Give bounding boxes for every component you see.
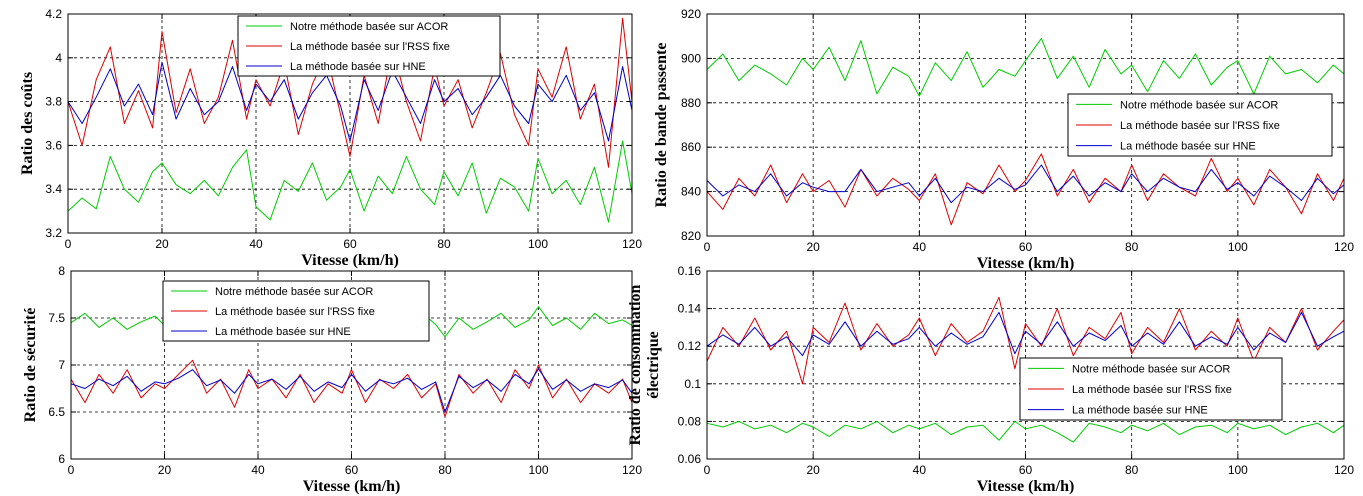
series-line-2 [67,17,633,168]
chart-panel-1: 0 20 40 60 80 100 120 3.2 3.4 3.6 3.8 4 4.2 Vitesse (… [19,7,642,269]
legend-label-1: Notre méthode basée sur ACOR [215,286,373,298]
series-line-1 [67,140,633,223]
y-tick-label: 0.14 [678,302,702,316]
x-tick-label: 80 [1125,463,1139,477]
y-axis-title: Ratio de sécurité [22,308,39,423]
y-tick-label: 7.5 [48,311,65,325]
y-tick-label: 0.06 [678,452,702,466]
legend-label-3: La méthode basée sur HNE [1072,405,1208,417]
y-tick-label: 6 [58,452,65,466]
legend: Notre méthode basée sur ACOR La méthode b… [1067,93,1333,157]
legend-label-3: La méthode basée sur HNE [1120,141,1256,153]
x-axis-title: Vitesse (km/h) [303,478,401,495]
series-line-2 [706,296,1345,385]
x-tick-label: 120 [622,463,642,477]
x-tick-label: 60 [343,237,357,251]
x-tick-label: 0 [704,463,711,477]
x-tick-label: 20 [806,463,820,477]
chart-panel-2: 0 20 40 60 80 100 120 820 840 860 880 900 920 Vitesse… [653,7,1354,272]
legend-label-3: La méthode basée sur HNE [215,326,351,338]
y-tick-label: 840 [681,185,701,199]
x-tick-label: 40 [249,237,263,251]
x-tick-label: 0 [65,237,72,251]
y-tick-label: 8 [58,264,65,278]
legend-label-2: La méthode basée sur l'RSS fixe [1120,120,1280,132]
y-tick-label: 900 [681,51,701,65]
y-tick-label: 4.2 [45,7,62,21]
y-tick-label: 4 [55,51,62,65]
y-tick-label: 6.5 [48,405,65,419]
x-tick-label: 100 [1228,463,1248,477]
x-tick-label: 40 [251,463,265,477]
x-axis-title: Vitesse (km/h) [301,252,399,269]
x-tick-label: 20 [155,237,169,251]
series-line-3 [706,311,1345,357]
x-tick-label: 120 [1334,463,1354,477]
y-tick-label: 0.1 [684,377,701,391]
y-tick-label: 0.16 [678,264,702,278]
x-tick-label: 120 [622,237,642,251]
y-tick-label: 3.4 [45,182,62,196]
y-tick-label: 7 [58,358,65,372]
x-tick-label: 80 [438,463,452,477]
legend-label-2: La méthode basée sur l'RSS fixe [290,41,450,53]
x-tick-label: 80 [437,237,451,251]
legend-label-1: Notre méthode basée sur ACOR [290,21,448,33]
y-tick-label: 0.08 [678,414,702,428]
y-tick-label: 920 [681,7,701,21]
series-line-1 [706,420,1345,443]
chart-panel-4: 0 20 40 60 80 100 120 0.06 0.08 0.1 0.12 0.14 0.16 Vi… [627,264,1354,495]
x-tick-label: 0 [68,463,75,477]
legend-box [162,280,430,342]
x-tick-label: 20 [158,463,172,477]
x-tick-label: 0 [704,240,711,254]
x-tick-label: 100 [1228,240,1248,254]
y-tick-label: 0.12 [678,339,702,353]
y-axis-title: Ratio de bande passente [653,43,670,208]
x-axis-title: Vitesse (km/h) [977,255,1075,272]
y-tick-label: 3.2 [45,226,62,240]
x-tick-label: 100 [528,463,548,477]
legend: Notre méthode basée sur ACOR La méthode b… [1019,357,1283,421]
y-tick-label: 820 [681,229,701,243]
y-axis-title: Ratio des coûts [19,72,36,175]
legend-label-1: Notre méthode basée sur ACOR [1072,363,1230,375]
x-tick-label: 60 [345,463,359,477]
legend-label-1: Notre méthode basée sur ACOR [1120,99,1278,111]
series-line-3 [70,368,633,413]
series-line-2 [70,359,633,418]
y-axis-title: Ratio de consommationélectrique [627,284,662,445]
chart-panel-3: 0 20 40 60 80 100 120 6 6.5 7 7.5 8 Vitesse (km/h) Ra… [22,264,642,495]
x-tick-label: 60 [1019,240,1033,254]
series-line-1 [706,37,1345,97]
legend-label-2: La méthode basée sur l'RSS fixe [1072,384,1232,396]
x-tick-label: 60 [1019,463,1033,477]
y-tick-label: 880 [681,96,701,110]
x-tick-label: 80 [1125,240,1139,254]
series-line-3 [706,164,1345,204]
x-tick-label: 100 [528,237,548,251]
y-tick-label: 860 [681,140,701,154]
legend: Notre méthode basée sur ACOR La méthode b… [237,15,501,77]
x-tick-label: 20 [806,240,820,254]
x-axis-title: Vitesse (km/h) [977,478,1075,495]
x-tick-label: 40 [913,240,927,254]
x-tick-label: 40 [913,463,927,477]
y-tick-label: 3.6 [45,138,62,152]
legend-label-3: La méthode basée sur HNE [290,61,426,73]
legend: Notre méthode basée sur ACOR La méthode b… [162,280,430,342]
series-line-3 [67,61,633,142]
series-line-2 [706,153,1345,226]
legend-label-2: La méthode basée sur l'RSS fixe [215,306,375,318]
y-tick-label: 3.8 [45,95,62,109]
x-tick-label: 120 [1334,240,1354,254]
